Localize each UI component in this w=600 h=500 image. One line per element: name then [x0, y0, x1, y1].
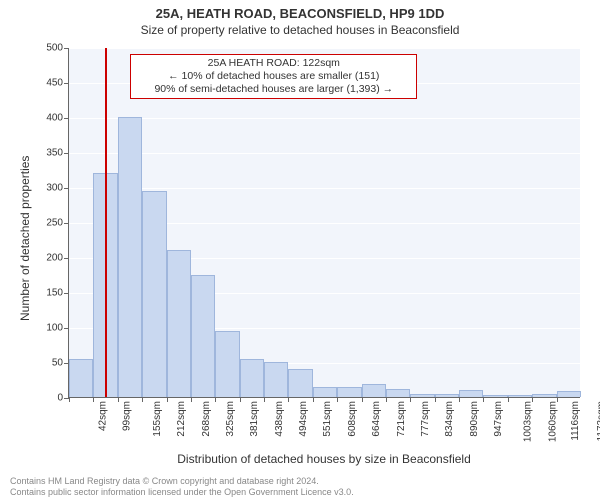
- histogram-bar: [118, 117, 142, 397]
- ytick-label: 450: [46, 78, 69, 89]
- xtick-mark: [191, 397, 192, 402]
- xtick-label: 608sqm: [347, 397, 358, 437]
- xtick-label: 947sqm: [493, 397, 504, 437]
- xtick-label: 834sqm: [444, 397, 455, 437]
- footer-line-1: Contains HM Land Registry data © Crown c…: [10, 476, 592, 487]
- xtick-label: 99sqm: [122, 397, 133, 431]
- chart-subtitle: Size of property relative to detached ho…: [0, 23, 600, 37]
- property-marker-line: [105, 48, 107, 397]
- xtick-label: 664sqm: [371, 397, 382, 437]
- gridline-y: [69, 48, 580, 49]
- histogram-bar: [215, 331, 239, 398]
- xtick-mark: [288, 397, 289, 402]
- histogram-bar: [386, 389, 410, 397]
- xtick-mark: [93, 397, 94, 402]
- gridline-y: [69, 153, 580, 154]
- figure: { "titles": { "line1": "25A, HEATH ROAD,…: [0, 0, 600, 500]
- xtick-mark: [483, 397, 484, 402]
- ytick-label: 300: [46, 183, 69, 194]
- histogram-bar: [410, 394, 434, 398]
- xtick-label: 155sqm: [152, 397, 163, 437]
- xtick-mark: [532, 397, 533, 402]
- xtick-mark: [337, 397, 338, 402]
- attribution-footer: Contains HM Land Registry data © Crown c…: [0, 472, 600, 500]
- ytick-label: 150: [46, 288, 69, 299]
- xtick-label: 494sqm: [298, 397, 309, 437]
- chart-plot-area: 05010015020025030035040045050042sqm99sqm…: [68, 48, 580, 398]
- histogram-bar: [191, 275, 215, 398]
- ytick-label: 50: [52, 358, 69, 369]
- xtick-mark: [410, 397, 411, 402]
- xtick-label: 1116sqm: [570, 397, 581, 441]
- histogram-bar: [288, 369, 312, 397]
- xtick-label: 890sqm: [469, 397, 480, 437]
- xtick-label: 438sqm: [274, 397, 285, 437]
- xtick-label: 777sqm: [420, 397, 431, 437]
- xtick-mark: [118, 397, 119, 402]
- ytick-label: 500: [46, 43, 69, 54]
- gridline-y: [69, 118, 580, 119]
- gridline-y: [69, 188, 580, 189]
- xtick-mark: [215, 397, 216, 402]
- xtick-label: 325sqm: [225, 397, 236, 437]
- xtick-mark: [240, 397, 241, 402]
- xtick-mark: [69, 397, 70, 402]
- xtick-label: 1060sqm: [547, 397, 558, 442]
- xtick-label: 721sqm: [396, 397, 407, 437]
- plot-background: 05010015020025030035040045050042sqm99sqm…: [68, 48, 580, 398]
- xtick-mark: [362, 397, 363, 402]
- histogram-bar: [240, 359, 264, 398]
- x-axis-title: Distribution of detached houses by size …: [68, 452, 580, 466]
- xtick-mark: [142, 397, 143, 402]
- ytick-label: 250: [46, 218, 69, 229]
- ytick-label: 350: [46, 148, 69, 159]
- ytick-label: 100: [46, 323, 69, 334]
- histogram-bar: [508, 395, 532, 397]
- ytick-label: 400: [46, 113, 69, 124]
- xtick-label: 212sqm: [176, 397, 187, 437]
- xtick-mark: [264, 397, 265, 402]
- histogram-bar: [264, 362, 288, 397]
- property-info-box: 25A HEATH ROAD: 122sqm← 10% of detached …: [130, 54, 417, 99]
- histogram-bar: [362, 384, 386, 397]
- xtick-label: 268sqm: [201, 397, 212, 437]
- xtick-mark: [435, 397, 436, 402]
- xtick-mark: [313, 397, 314, 402]
- histogram-bar: [167, 250, 191, 397]
- xtick-label: 1003sqm: [523, 397, 534, 442]
- xtick-label: 551sqm: [323, 397, 334, 437]
- footer-line-2: Contains public sector information licen…: [10, 487, 592, 498]
- histogram-bar: [532, 394, 556, 398]
- histogram-bar: [459, 390, 483, 397]
- xtick-label: 42sqm: [98, 397, 109, 431]
- infobox-line2: ← 10% of detached houses are smaller (15…: [137, 70, 410, 83]
- xtick-label: 1173sqm: [596, 397, 600, 441]
- xtick-mark: [508, 397, 509, 402]
- xtick-mark: [459, 397, 460, 402]
- histogram-bar: [337, 387, 361, 398]
- histogram-bar: [142, 191, 166, 398]
- xtick-mark: [386, 397, 387, 402]
- xtick-mark: [557, 397, 558, 402]
- histogram-bar: [69, 359, 93, 398]
- infobox-line3: 90% of semi-detached houses are larger (…: [137, 83, 410, 96]
- xtick-mark: [167, 397, 168, 402]
- histogram-bar: [435, 394, 459, 398]
- histogram-bar: [313, 387, 337, 398]
- y-axis-title: Number of detached properties: [18, 156, 32, 321]
- histogram-bar: [557, 391, 581, 397]
- ytick-label: 200: [46, 253, 69, 264]
- histogram-bar: [483, 395, 507, 397]
- chart-supertitle: 25A, HEATH ROAD, BEACONSFIELD, HP9 1DD: [0, 6, 600, 21]
- xtick-label: 381sqm: [249, 397, 260, 437]
- infobox-line1: 25A HEATH ROAD: 122sqm: [137, 57, 410, 70]
- ytick-label: 0: [57, 393, 69, 404]
